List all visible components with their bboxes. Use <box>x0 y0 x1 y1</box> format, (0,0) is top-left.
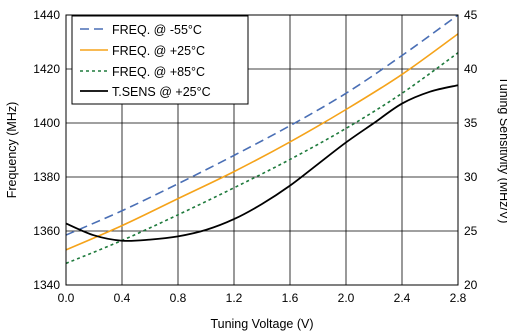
y-tick-labels: 1340 1360 1380 1400 1420 1440 <box>33 8 60 292</box>
legend-label-freq-minus55: FREQ. @ -55°C <box>112 23 202 37</box>
y-tick-label: 1380 <box>33 170 60 184</box>
x-tick-labels: 0.0 0.4 0.8 1.2 1.6 2.0 2.4 2.8 <box>58 291 467 305</box>
y-tick-label: 1420 <box>33 62 60 76</box>
y2-tick-label: 45 <box>464 8 478 22</box>
y-tick-label: 1440 <box>33 8 60 22</box>
y-tick-label: 1400 <box>33 116 60 130</box>
y2-tick-label: 40 <box>464 62 478 76</box>
y2-tick-label: 30 <box>464 170 478 184</box>
x-tick-label: 0.4 <box>114 291 131 305</box>
x-tick-label: 0.0 <box>58 291 75 305</box>
y2-axis-title: Tuning Sensitivity (MHz/V) <box>497 77 507 224</box>
x-tick-label: 2.8 <box>450 291 467 305</box>
series-lines <box>65 14 459 265</box>
x-axis-title: Tuning Voltage (V) <box>210 317 313 331</box>
series-line-0 <box>65 14 459 236</box>
y-tick-label: 1360 <box>33 224 60 238</box>
x-tick-label: 0.8 <box>170 291 187 305</box>
plot-frame <box>65 14 459 286</box>
legend-box <box>71 15 249 105</box>
y2-tick-labels: 20 25 30 35 40 45 <box>464 8 478 292</box>
series-line-1 <box>65 33 459 251</box>
series-line-3 <box>65 84 459 242</box>
x-tick-label: 1.6 <box>282 291 299 305</box>
legend: FREQ. @ -55°C FREQ. @ +25°C FREQ. @ +85°… <box>71 15 249 105</box>
x-tick-label: 2.4 <box>394 291 411 305</box>
y-axis-title: Frequency (MHz) <box>5 102 19 199</box>
x-tick-label: 2.0 <box>338 291 355 305</box>
x-tick-label: 1.2 <box>226 291 243 305</box>
legend-label-tsens-plus25: T.SENS @ +25°C <box>112 85 211 99</box>
legend-label-freq-plus25: FREQ. @ +25°C <box>112 44 205 58</box>
y-tick-label: 1340 <box>33 278 60 292</box>
y2-tick-label: 20 <box>464 278 478 292</box>
legend-label-freq-plus85: FREQ. @ +85°C <box>112 65 205 79</box>
y2-tick-label: 25 <box>464 224 478 238</box>
y2-tick-label: 35 <box>464 116 478 130</box>
